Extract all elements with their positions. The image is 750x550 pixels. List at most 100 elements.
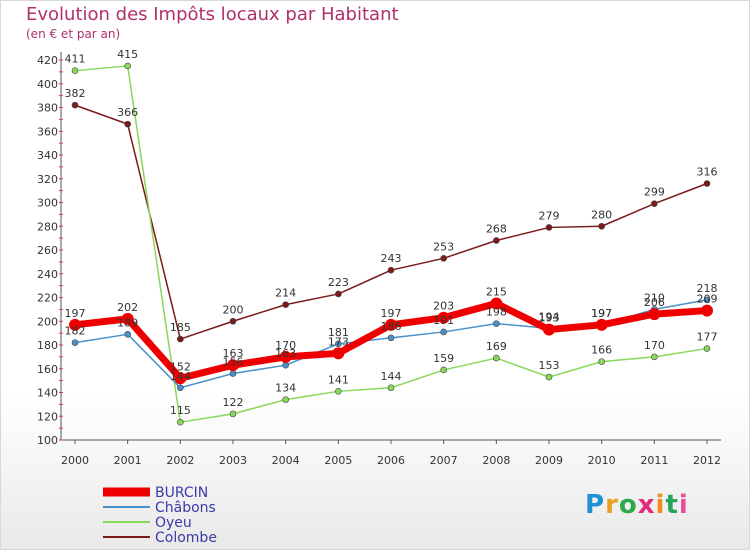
data-point xyxy=(598,222,605,230)
chart-subtitle: (en € et par an) xyxy=(26,27,121,41)
data-point xyxy=(493,320,500,327)
data-label: 159 xyxy=(433,352,454,365)
legend-label: Colombe xyxy=(155,530,217,546)
data-label: 382 xyxy=(65,87,86,100)
data-label: 198 xyxy=(486,306,507,319)
data-label: 194 xyxy=(539,310,560,323)
data-label: 186 xyxy=(381,320,402,333)
data-point xyxy=(335,388,342,395)
proxiti-logo: Proxiti xyxy=(585,490,689,520)
x-tick-label: 2011 xyxy=(640,454,668,467)
data-point xyxy=(229,410,237,418)
data-label: 177 xyxy=(697,331,718,344)
data-point xyxy=(121,312,134,325)
data-point xyxy=(387,384,395,392)
data-point xyxy=(545,224,553,231)
y-tick-label: 180 xyxy=(37,339,58,352)
data-point xyxy=(71,67,79,74)
logo-letter: t xyxy=(665,490,679,520)
data-label: 191 xyxy=(433,314,454,327)
series-burcin xyxy=(69,297,713,385)
data-point xyxy=(490,297,503,310)
data-point xyxy=(332,347,345,360)
x-tick-label: 2008 xyxy=(482,454,510,467)
x-tick-label: 2006 xyxy=(377,454,405,467)
x-tick-label: 2012 xyxy=(693,454,721,467)
data-point xyxy=(177,335,184,343)
data-label: 243 xyxy=(381,252,402,265)
data-label: 144 xyxy=(381,370,402,383)
data-label: 415 xyxy=(117,48,138,61)
x-tick-label: 2010 xyxy=(588,454,616,467)
data-point xyxy=(703,180,711,187)
data-point xyxy=(701,304,713,317)
data-label: 189 xyxy=(117,316,138,329)
data-label: 223 xyxy=(328,276,349,289)
data-label: 182 xyxy=(65,325,86,338)
data-label: 316 xyxy=(697,166,718,179)
data-label: 197 xyxy=(591,307,612,320)
x-tick-label: 2005 xyxy=(324,454,352,467)
data-label: 253 xyxy=(433,240,454,253)
data-point xyxy=(227,359,239,372)
data-label: 170 xyxy=(644,339,665,352)
data-point xyxy=(493,237,500,244)
data-point xyxy=(124,331,131,338)
data-label: 181 xyxy=(328,326,349,339)
data-label: 280 xyxy=(591,208,612,221)
data-point xyxy=(595,318,608,331)
data-point xyxy=(543,323,555,336)
y-tick-label: 380 xyxy=(37,102,58,115)
x-tick-label: 2001 xyxy=(114,454,142,467)
data-label: 209 xyxy=(697,293,718,306)
data-label: 152 xyxy=(170,360,191,373)
y-tick-label: 160 xyxy=(37,363,58,376)
y-tick-label: 120 xyxy=(37,410,58,423)
data-label: 144 xyxy=(170,370,191,383)
y-tick-label: 280 xyxy=(37,220,58,233)
data-point xyxy=(229,317,237,325)
data-point xyxy=(387,266,395,274)
data-point xyxy=(440,366,447,374)
data-label: 366 xyxy=(117,106,138,119)
data-label: 141 xyxy=(328,373,349,386)
data-point xyxy=(282,396,289,403)
data-point xyxy=(69,318,81,331)
y-tick-label: 140 xyxy=(37,387,58,400)
data-point xyxy=(651,353,658,361)
data-labels: 382 366 185 200 214 223 243 253 268 279 280 299 316 4… xyxy=(65,48,718,417)
y-tick-label: 260 xyxy=(37,244,58,257)
series-oyeu xyxy=(71,62,711,426)
data-label: 193 xyxy=(539,312,560,325)
data-point xyxy=(229,370,237,377)
data-label: 115 xyxy=(170,404,191,417)
data-point xyxy=(703,345,711,352)
legend-label: Oyeu xyxy=(155,515,192,531)
y-tick-label: 220 xyxy=(37,292,58,305)
data-point xyxy=(124,62,131,70)
logo-letter: i xyxy=(678,490,689,520)
data-point xyxy=(282,301,289,308)
series-colombe xyxy=(71,101,711,343)
data-label: 210 xyxy=(644,291,665,304)
series-layer xyxy=(69,62,713,426)
data-label: 214 xyxy=(275,287,296,300)
data-label: 206 xyxy=(644,296,665,309)
data-label: 299 xyxy=(644,186,665,199)
logo-letter: i xyxy=(655,490,666,520)
chart-title: Evolution des Impôts locaux par Habitant xyxy=(26,4,399,25)
data-point xyxy=(177,418,184,426)
data-label: 169 xyxy=(486,340,507,353)
data-label: 202 xyxy=(117,301,138,314)
data-label: 203 xyxy=(433,300,454,313)
data-label: 197 xyxy=(591,307,612,320)
y-tick-label: 360 xyxy=(37,125,58,138)
data-point xyxy=(651,200,658,207)
data-point xyxy=(282,361,289,369)
x-tick-label: 2002 xyxy=(166,454,194,467)
x-tick-label: 2003 xyxy=(219,454,247,467)
data-label: 173 xyxy=(328,335,349,348)
data-label: 197 xyxy=(65,307,86,320)
data-point xyxy=(335,290,342,298)
